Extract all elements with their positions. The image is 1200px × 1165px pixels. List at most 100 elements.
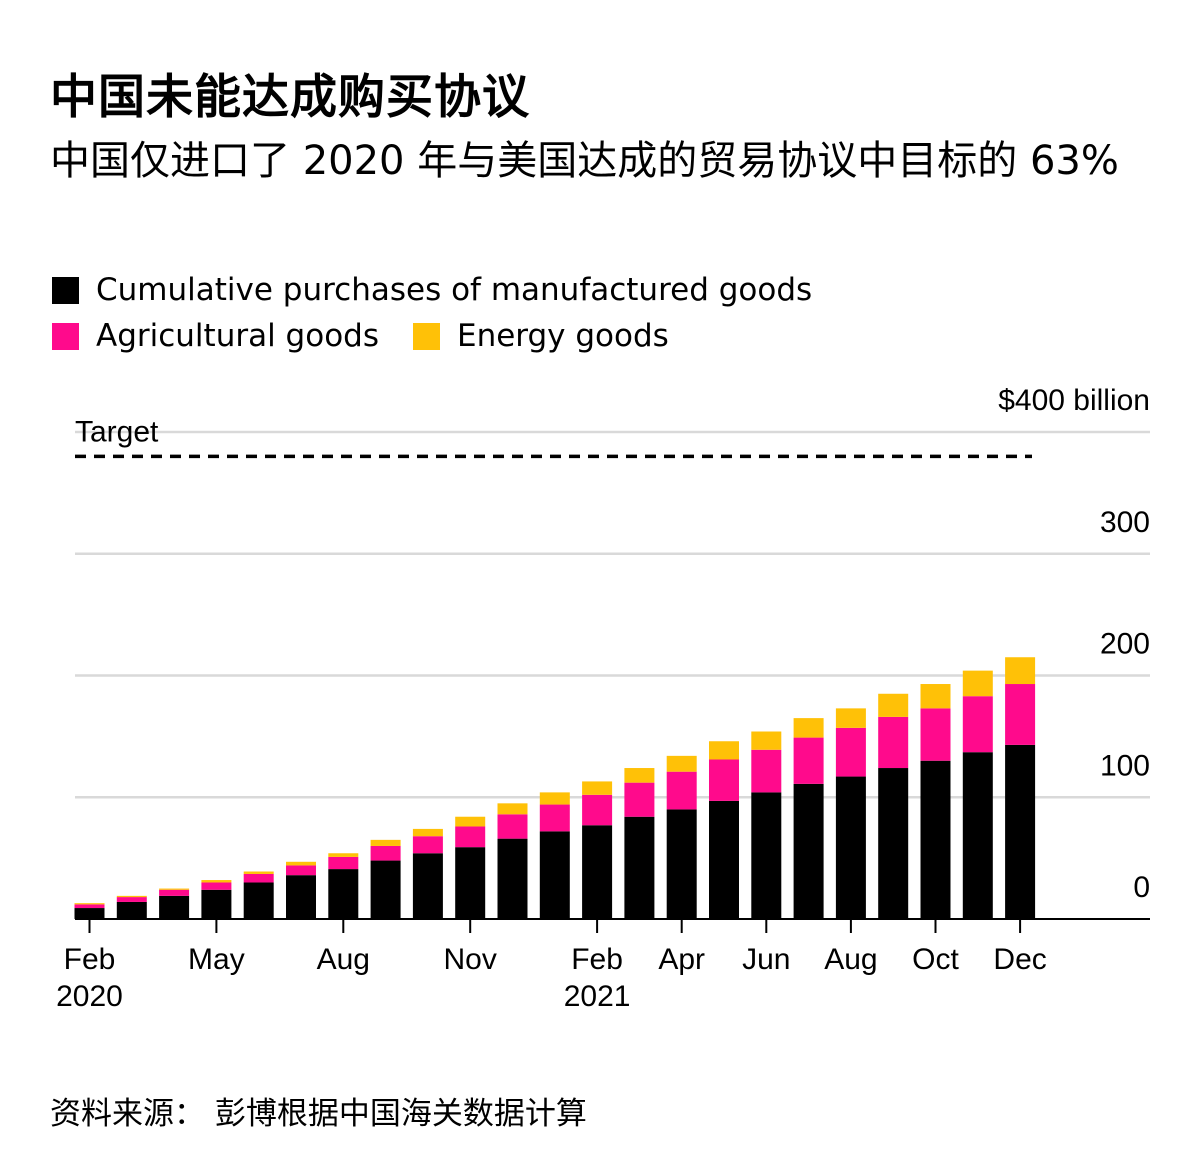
bar-segment-manufactured — [624, 816, 655, 919]
bar-segment-energy — [751, 731, 782, 750]
bar-segment-energy — [793, 718, 824, 738]
x-tick-label: Feb — [64, 943, 116, 976]
bar-segment-manufactured — [370, 860, 401, 919]
bar-segment-energy — [328, 853, 359, 857]
x-tick-label: Jun — [742, 943, 790, 976]
bar-segment-energy — [1005, 657, 1036, 685]
bar-segment-manufactured — [751, 792, 782, 919]
legend-row-2: Agricultural goods Energy goods — [52, 318, 703, 354]
bar-segment-manufactured — [159, 895, 190, 919]
legend-label-agricultural: Agricultural goods — [96, 318, 379, 354]
bar-segment-energy — [116, 895, 147, 898]
bar-segment-agricultural — [666, 771, 697, 810]
bar-segment-manufactured — [243, 882, 274, 919]
bar-segment-energy — [539, 792, 570, 805]
bar-segment-energy — [709, 741, 739, 760]
y-tick-label: 300 — [1100, 506, 1150, 539]
bar-segment-energy — [497, 803, 528, 815]
target-label: Target — [75, 415, 159, 448]
bar-segment-energy — [920, 684, 951, 709]
bar-segment-manufactured — [793, 783, 824, 919]
bar-segment-manufactured — [286, 875, 316, 919]
bar-segment-energy — [455, 816, 486, 827]
bar-segment-energy — [286, 861, 316, 866]
y-tick-label: $400 billion — [998, 384, 1150, 417]
x-tick-label: Apr — [658, 943, 705, 976]
bar-segment-manufactured — [412, 853, 443, 919]
bar-segment-agricultural — [455, 826, 486, 848]
x-tick-label: Aug — [317, 943, 370, 976]
bar-segment-manufactured — [201, 889, 232, 919]
bar-segment-agricultural — [74, 904, 105, 909]
bar-segment-agricultural — [709, 759, 739, 801]
x-tick-label: Dec — [993, 943, 1046, 976]
bar-segment-agricultural — [243, 873, 274, 883]
legend-swatch-agricultural — [52, 322, 79, 350]
x-tick-label: Oct — [912, 943, 959, 976]
source-note: 资料来源： 彭博根据中国海关数据计算 — [50, 1096, 587, 1132]
y-tick-label: 0 — [1133, 871, 1150, 904]
bar-segment-energy — [666, 755, 697, 772]
chart-subtitle: 中国仅进口了 2020 年与美国达成的贸易协议中目标的 63% — [50, 138, 1119, 184]
x-tick-year-label: 2021 — [564, 980, 631, 1013]
legend-item-manufactured: Cumulative purchases of manufactured goo… — [52, 272, 812, 308]
legend: Cumulative purchases of manufactured goo… — [52, 272, 846, 308]
bar-segment-agricultural — [878, 716, 909, 769]
legend-item-agricultural: Agricultural goods — [52, 318, 379, 354]
bar-segment-agricultural — [539, 804, 570, 832]
bar-segment-manufactured — [709, 800, 739, 919]
bar-segment-agricultural — [328, 856, 359, 870]
x-tick-label: Aug — [824, 943, 877, 976]
bar-segment-agricultural — [286, 865, 316, 876]
bar-segment-manufactured — [962, 752, 993, 919]
bar-segment-manufactured — [116, 901, 147, 919]
bar-segment-agricultural — [201, 882, 232, 890]
bar-segment-manufactured — [920, 760, 951, 919]
bar-segment-energy — [878, 693, 909, 717]
bar-segment-agricultural — [159, 889, 190, 896]
legend-label-energy: Energy goods — [457, 318, 669, 354]
bar-segment-agricultural — [1005, 684, 1036, 745]
y-tick-label: 200 — [1100, 628, 1150, 661]
bar-segment-agricultural — [835, 727, 866, 777]
bar-segment-agricultural — [624, 782, 655, 817]
bar-segment-energy — [412, 828, 443, 837]
bar-segment-manufactured — [455, 847, 486, 919]
bar-segment-manufactured — [666, 809, 697, 919]
legend-label-manufactured: Cumulative purchases of manufactured goo… — [96, 272, 813, 308]
bar-segment-agricultural — [412, 836, 443, 854]
bar-segment-manufactured — [328, 869, 359, 919]
bar-segment-energy — [243, 871, 274, 874]
legend-item-energy: Energy goods — [413, 318, 669, 354]
bar-segment-energy — [159, 888, 190, 890]
bar-segment-energy — [582, 781, 613, 795]
chart-title: 中国未能达成购买协议 — [50, 70, 530, 125]
bar-segment-energy — [624, 768, 655, 783]
bar-segment-manufactured — [582, 825, 613, 919]
legend-swatch-energy — [413, 322, 440, 350]
bar-segment-energy — [835, 708, 866, 728]
bar-segment-energy — [74, 903, 105, 905]
bar-segment-agricultural — [793, 737, 824, 784]
x-tick-label: Nov — [444, 943, 497, 976]
x-tick-year-label: 2020 — [56, 980, 123, 1013]
bar-segment-agricultural — [582, 794, 613, 826]
bar-segment-manufactured — [1005, 744, 1036, 919]
bar-segment-agricultural — [920, 708, 951, 761]
bar-segment-energy — [370, 839, 401, 846]
x-tick-label: Feb — [571, 943, 623, 976]
bar-segment-agricultural — [497, 814, 528, 839]
bar-segment-agricultural — [962, 696, 993, 753]
bar-segment-manufactured — [539, 831, 570, 919]
bar-segment-manufactured — [497, 838, 528, 919]
bar-segment-manufactured — [878, 768, 909, 919]
y-tick-label: 100 — [1100, 749, 1150, 782]
legend-swatch-manufactured — [52, 276, 79, 304]
x-tick-label: May — [188, 943, 245, 976]
bar-segment-agricultural — [116, 897, 147, 902]
bar-segment-manufactured — [835, 776, 866, 919]
bar-segment-energy — [962, 670, 993, 697]
bar-segment-agricultural — [751, 749, 782, 793]
bar-segment-agricultural — [370, 845, 401, 861]
